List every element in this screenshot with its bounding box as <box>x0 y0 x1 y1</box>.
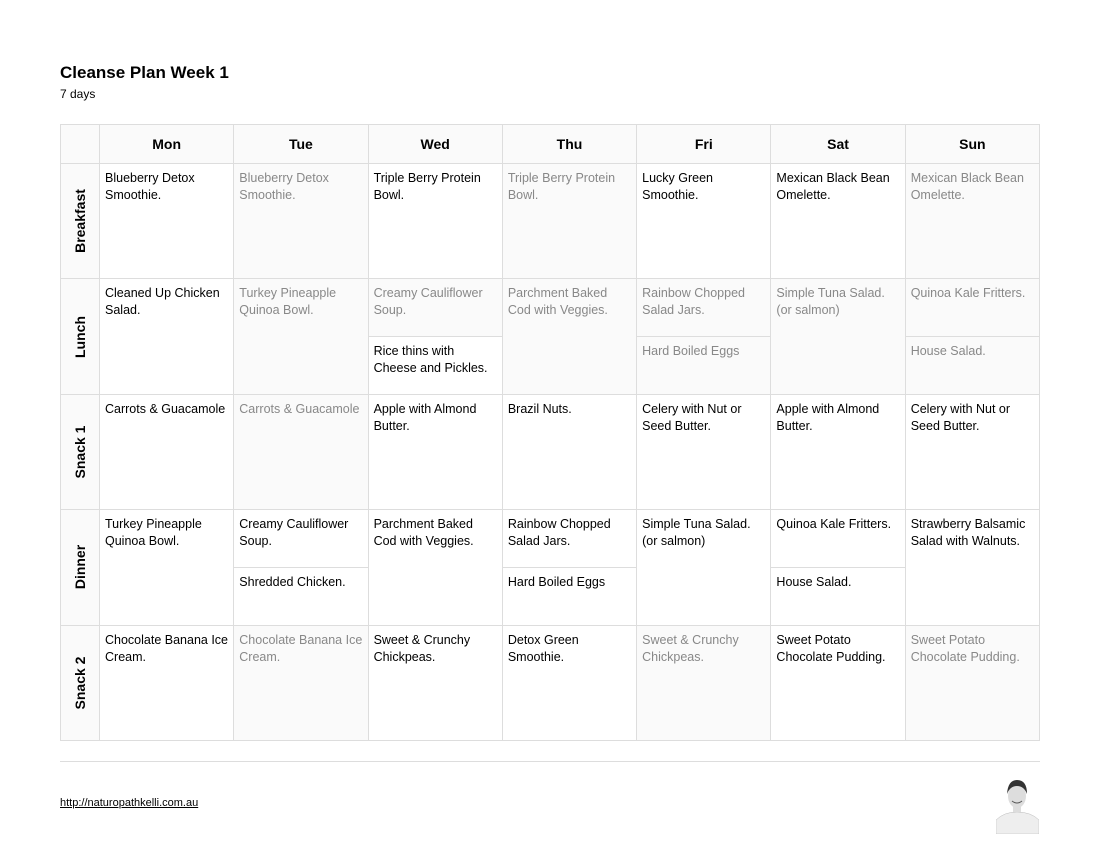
meal-label-snack-1: Snack 1 <box>61 394 100 511</box>
meal-cell[interactable]: Parchment Baked Cod with Veggies. <box>368 510 503 626</box>
meal-cell[interactable]: Mexican Black Bean Omelette. <box>905 164 1040 280</box>
day-header-wed: Wed <box>368 125 503 164</box>
day-header-sat: Sat <box>771 125 906 164</box>
meal-cell[interactable]: Carrots & Guacamole <box>100 394 235 511</box>
meal-cell[interactable]: Rainbow Chopped Salad Jars. <box>502 510 638 568</box>
meal-cell[interactable]: Hard Boiled Eggs <box>637 337 772 395</box>
meal-label-breakfast: Breakfast <box>61 164 100 280</box>
meal-cell[interactable]: Chocolate Banana Ice Cream. <box>234 625 369 741</box>
meal-cell[interactable]: Triple Berry Protein Bowl. <box>368 164 503 280</box>
meal-cell[interactable]: Quinoa Kale Fritters. <box>771 510 906 568</box>
meal-cell[interactable]: Turkey Pineapple Quinoa Bowl. <box>100 510 235 626</box>
corner-cell <box>61 125 100 164</box>
meal-cell[interactable]: Lucky Green Smoothie. <box>637 164 772 280</box>
meal-cell[interactable]: Rice thins with Cheese and Pickles. <box>368 337 503 395</box>
meal-cell[interactable]: Creamy Cauliflower Soup. <box>368 279 503 338</box>
meal-cell[interactable]: Apple with Almond Butter. <box>368 394 503 511</box>
meal-cell[interactable]: Chocolate Banana Ice Cream. <box>100 625 235 741</box>
day-header-fri: Fri <box>637 125 772 164</box>
divider <box>60 761 1040 762</box>
author-photo <box>996 772 1039 834</box>
meal-label-lunch: Lunch <box>61 279 100 395</box>
meal-cell[interactable]: Sweet & Crunchy Chickpeas. <box>637 625 772 741</box>
meal-label-text: Snack 2 <box>72 656 88 710</box>
day-header-tue: Tue <box>234 125 369 164</box>
meal-cell[interactable]: Brazil Nuts. <box>502 394 638 511</box>
page-subtitle: 7 days <box>60 87 96 101</box>
meal-label-text: Dinner <box>72 545 88 590</box>
day-header-sun: Sun <box>905 125 1040 164</box>
page-title: Cleanse Plan Week 1 <box>60 63 229 82</box>
meal-cell[interactable]: Carrots & Guacamole <box>234 394 369 511</box>
meal-plan-table: Mon Tue Wed Thu Fri Sat Sun Breakfast Blueberry … <box>60 124 1040 741</box>
meal-label-text: Snack 1 <box>72 425 88 479</box>
day-header-thu: Thu <box>502 125 638 164</box>
meal-cell[interactable]: Turkey Pineapple Quinoa Bowl. <box>234 279 369 395</box>
meal-cell[interactable]: Strawberry Balsamic Salad with Walnuts. <box>905 510 1040 626</box>
meal-cell[interactable]: Simple Tuna Salad. (or salmon) <box>637 510 772 626</box>
meal-cell[interactable]: Blueberry Detox Smoothie. <box>234 164 369 280</box>
meal-cell[interactable]: Parchment Baked Cod with Veggies. <box>502 279 638 395</box>
meal-cell[interactable]: Rainbow Chopped Salad Jars. <box>637 279 772 338</box>
meal-cell[interactable]: Mexican Black Bean Omelette. <box>771 164 906 280</box>
meal-cell[interactable]: Detox Green Smoothie. <box>502 625 638 741</box>
meal-cell[interactable]: Celery with Nut or Seed Butter. <box>637 394 772 511</box>
meal-cell[interactable]: Sweet Potato Chocolate Pudding. <box>771 625 906 741</box>
meal-cell[interactable]: House Salad. <box>771 567 906 626</box>
meal-cell[interactable]: Apple with Almond Butter. <box>771 394 906 511</box>
meal-cell[interactable]: Creamy Cauliflower Soup. <box>234 510 369 568</box>
meal-cell[interactable]: Triple Berry Protein Bowl. <box>502 164 638 280</box>
meal-cell[interactable]: Sweet Potato Chocolate Pudding. <box>905 625 1040 741</box>
meal-cell[interactable]: Celery with Nut or Seed Butter. <box>905 394 1040 511</box>
meal-label-text: Breakfast <box>72 189 88 254</box>
meal-cell[interactable]: Hard Boiled Eggs <box>502 567 638 626</box>
day-header-mon: Mon <box>100 125 235 164</box>
meal-label-dinner: Dinner <box>61 510 100 626</box>
website-link[interactable]: http://naturopathkelli.com.au <box>60 797 199 809</box>
meal-cell[interactable]: Blueberry Detox Smoothie. <box>100 164 235 280</box>
meal-cell[interactable]: Sweet & Crunchy Chickpeas. <box>368 625 503 741</box>
meal-label-text: Lunch <box>72 315 88 358</box>
meal-cell[interactable]: Cleaned Up Chicken Salad. <box>100 279 235 395</box>
meal-cell[interactable]: Simple Tuna Salad. (or salmon) <box>771 279 906 395</box>
meal-cell[interactable]: Quinoa Kale Fritters. <box>905 279 1040 338</box>
meal-label-snack-2: Snack 2 <box>61 625 100 741</box>
meal-cell[interactable]: House Salad. <box>905 337 1040 395</box>
meal-cell[interactable]: Shredded Chicken. <box>234 567 369 626</box>
